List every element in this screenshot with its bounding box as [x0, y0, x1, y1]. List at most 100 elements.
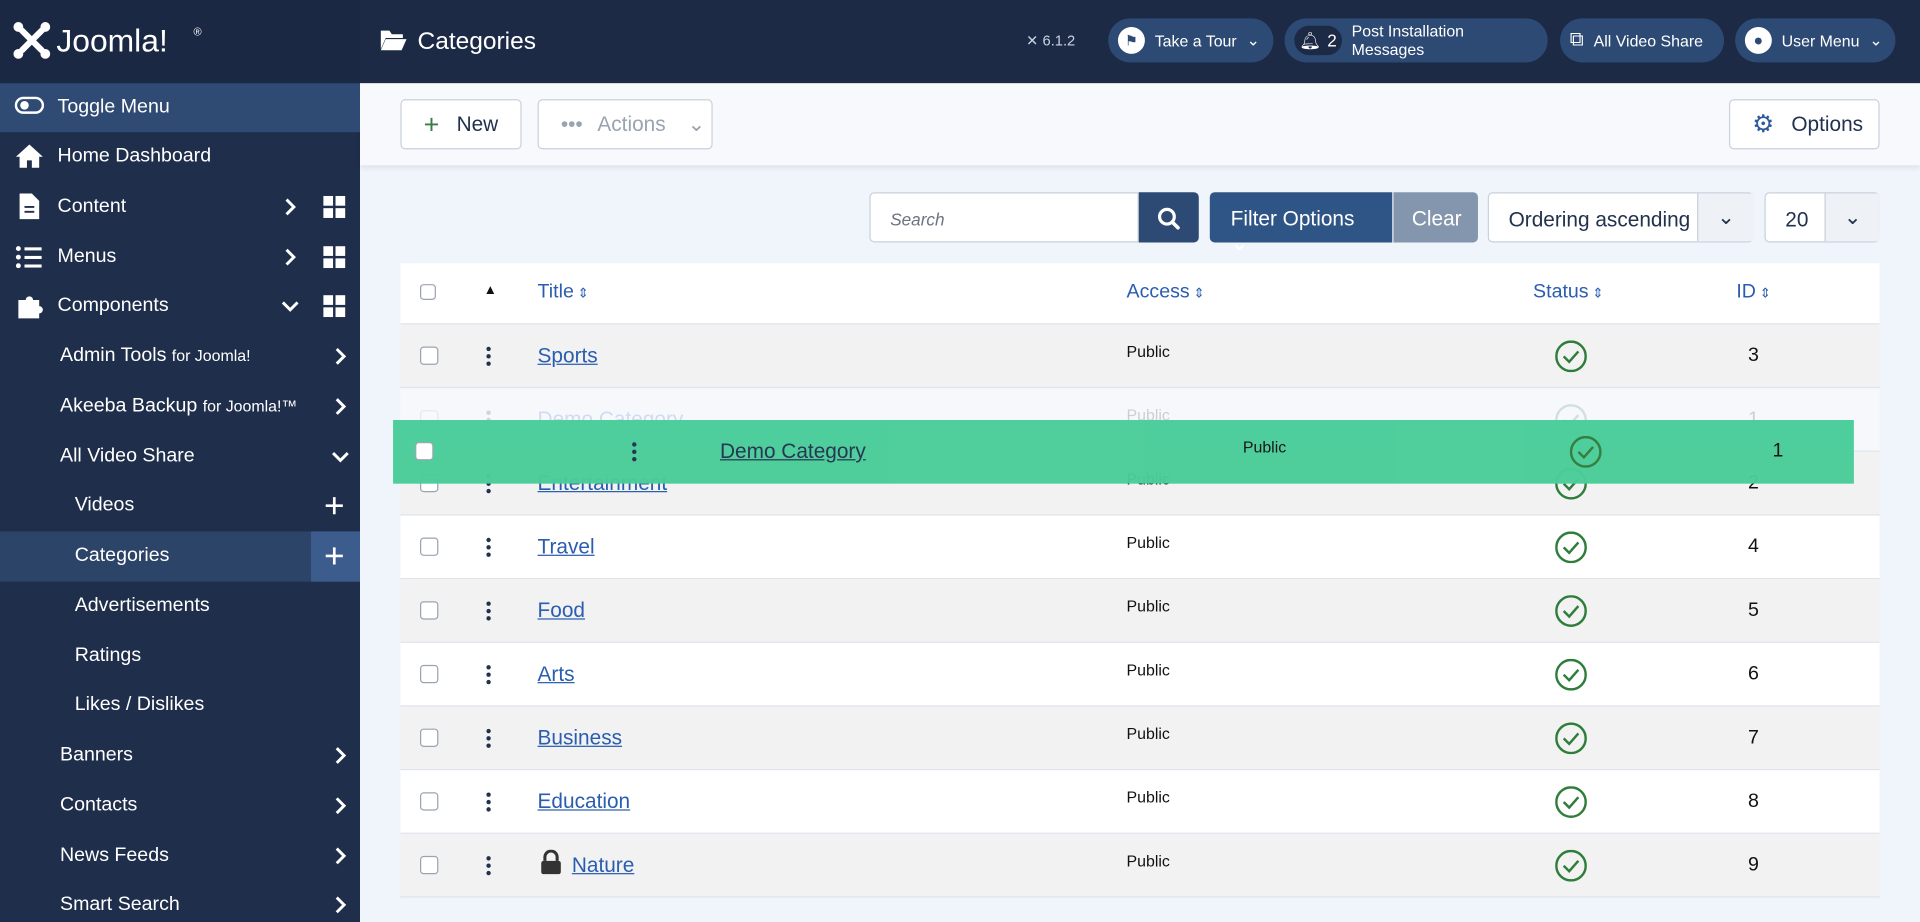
version-number: 6.1.2	[1042, 31, 1076, 49]
site-label: All Video Share	[1593, 31, 1704, 50]
chevron-svg	[285, 248, 296, 265]
folder-icon	[380, 30, 407, 51]
post-install-button[interactable]: 🔔︎ 2 Post Installation Messages	[1284, 18, 1548, 63]
table-header: ▲	[400, 263, 1880, 325]
status-published[interactable]	[1555, 340, 1587, 378]
menu-item[interactable]: Videos	[75, 495, 135, 517]
user-menu-button[interactable]: ● User Menu ⌄	[1735, 18, 1896, 63]
status-published[interactable]	[1555, 658, 1587, 697]
menu-item[interactable]: News Feeds	[60, 844, 169, 866]
row-checkbox[interactable]	[420, 601, 439, 620]
lock-icon	[540, 849, 562, 881]
menu-item[interactable]: Contacts	[60, 794, 137, 816]
status-published-svg	[1569, 435, 1602, 468]
plus-icon-svg	[325, 497, 343, 515]
status-published-svg	[1555, 658, 1587, 691]
drag-handle-svg	[486, 537, 491, 557]
active-row[interactable]	[0, 531, 361, 582]
menu-item[interactable]: All Video Share	[60, 445, 195, 467]
menu-item[interactable]: Admin Tools for Joomla!	[60, 345, 251, 367]
search-icon	[1158, 207, 1180, 230]
site-button[interactable]: ⧉ All Video Share	[1560, 18, 1725, 63]
chevron	[331, 746, 351, 772]
table-row: Food Public 5	[400, 579, 1880, 643]
menu-item[interactable]: Akeeba Backup for Joomla!™	[60, 395, 297, 417]
dashboard-icon	[323, 245, 346, 274]
category-link[interactable]: Nature	[571, 853, 635, 877]
category-link[interactable]: Education	[537, 789, 631, 814]
menu-item[interactable]: Smart Search	[60, 894, 180, 916]
plus-icon-svg	[325, 547, 343, 565]
search-button[interactable]	[1138, 192, 1199, 243]
menu-item[interactable]: Toggle Menu	[58, 97, 170, 119]
sort-icon: ⇕	[577, 286, 589, 302]
row-checkbox[interactable]	[420, 855, 439, 875]
menu-item[interactable]: Categories	[75, 545, 170, 567]
status-published[interactable]	[1555, 722, 1587, 760]
menu-item[interactable]: Menus	[58, 246, 117, 268]
chevron-svg	[335, 797, 347, 814]
chevron	[331, 347, 351, 373]
category-id: 9	[1748, 854, 1759, 876]
menu-item[interactable]: Advertisements	[75, 595, 210, 617]
drag-handle	[486, 728, 491, 755]
limit-select[interactable]: 20 ⌄	[1764, 192, 1880, 243]
menu-item[interactable]: Banners	[60, 744, 133, 766]
drag-handle	[486, 665, 491, 691]
status-published[interactable]	[1555, 849, 1587, 888]
category-link[interactable]: Demo Category	[720, 439, 866, 463]
row-checkbox[interactable]	[420, 664, 439, 684]
search-input[interactable]: Search	[869, 192, 1139, 243]
column-header[interactable]: Status ⇕	[1533, 282, 1604, 304]
access-level: Public	[1126, 724, 1170, 743]
row-checkbox[interactable]	[420, 346, 439, 365]
menu-item[interactable]: Ratings	[75, 645, 141, 667]
category-link[interactable]: Travel	[537, 535, 595, 559]
access-level: Public	[1242, 437, 1287, 457]
category-link[interactable]: Arts	[537, 662, 575, 686]
tour-icon: ⚑	[1117, 26, 1145, 54]
status-published[interactable]	[1555, 531, 1587, 569]
status-published[interactable]	[1555, 786, 1587, 824]
menu-item[interactable]: Components	[58, 295, 169, 317]
tour-button[interactable]: ⚑ Take a Tour ⌄	[1108, 18, 1274, 63]
lock-icon-svg	[541, 849, 561, 875]
toggle-row[interactable]	[0, 83, 361, 133]
status-published-svg	[1555, 595, 1587, 627]
menu-item[interactable]: Content	[58, 196, 127, 218]
status-published[interactable]	[1569, 435, 1602, 474]
header: Categories ✕ 6.1.2 ⚑ Take a Tour ⌄ 🔔︎ 2 Post…	[360, 0, 1920, 84]
menu-item[interactable]: Home Dashboard	[58, 146, 212, 168]
status-published[interactable]	[1555, 595, 1587, 633]
column-header-label: Access	[1126, 281, 1190, 303]
column-header[interactable]: Title ⇕	[538, 282, 589, 304]
chevron-svg	[281, 301, 299, 313]
column-header[interactable]: ID ⇕	[1736, 282, 1771, 304]
row-checkbox[interactable]	[420, 792, 439, 811]
category-link[interactable]: Food	[537, 598, 586, 623]
limit-label: 20	[1785, 208, 1809, 232]
row-checkbox[interactable]	[415, 442, 434, 461]
version: ✕ 6.1.2	[1026, 31, 1076, 49]
ordering-select[interactable]: Ordering ascending ⌄	[1487, 192, 1754, 243]
actions-button[interactable]: ••• Actions ⌄	[537, 99, 713, 150]
chevron	[280, 297, 300, 323]
chevron: ⌄	[1869, 30, 1883, 49]
filter-options-button[interactable]: Filter Options ⌄	[1209, 192, 1393, 255]
notification-count: 2	[1327, 30, 1337, 51]
select-all-checkbox[interactable]	[420, 284, 436, 301]
category-link[interactable]: Sports	[537, 344, 598, 368]
options-button[interactable]: ⚙ Options	[1728, 99, 1880, 150]
clear-button[interactable]: Clear	[1393, 192, 1478, 243]
new-button[interactable]: + New	[400, 99, 522, 150]
ordering-sort[interactable]: ▲	[483, 282, 498, 298]
menu-label: All Video Share	[60, 445, 195, 466]
category-link[interactable]: Business	[537, 726, 623, 750]
column-header[interactable]: Access ⇕	[1127, 282, 1205, 304]
menu-item[interactable]: Likes / Dislikes	[75, 695, 205, 717]
row-checkbox[interactable]	[420, 537, 439, 556]
menu-label: Likes / Dislikes	[74, 694, 205, 716]
row-checkbox[interactable]	[420, 728, 439, 747]
